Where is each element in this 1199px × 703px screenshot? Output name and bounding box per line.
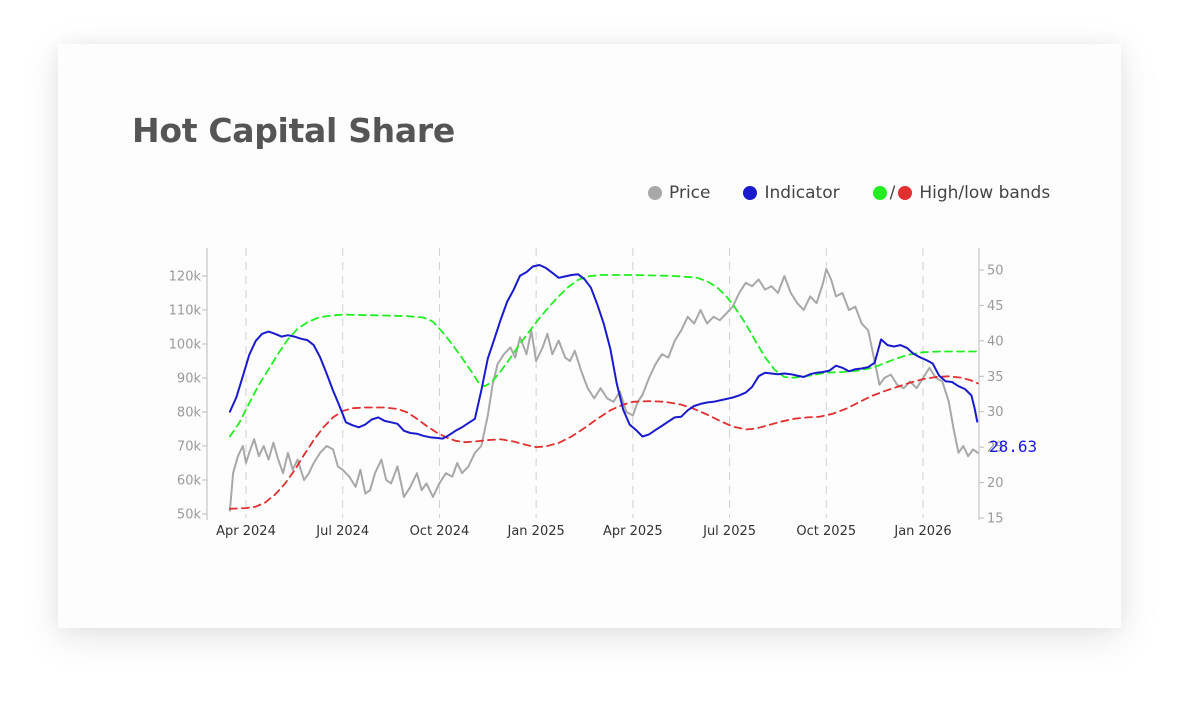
y-right-tick-label: 40 [987,334,1004,349]
legend-bands-separator: / [889,183,896,203]
y-right-tick-label: 15 [987,512,1004,527]
legend-label-indicator: Indicator [764,183,840,203]
legend-item-price[interactable]: Price [648,183,710,203]
chart-legend: Price Indicator / High/low bands [648,181,1050,205]
y-right-tick-label: 30 [987,405,1004,420]
x-tick-label: Apr 2024 [216,524,276,539]
high-band-dot-icon [872,186,887,200]
indicator-last-value-label: 28.63 [989,437,1037,456]
y-right-tick-label: 50 [987,264,1004,279]
x-tick-label: Jul 2024 [315,524,369,539]
y-left-tick-label: 60k [177,474,202,489]
y-left-tick-label: 70k [177,440,202,455]
indicator-line [228,264,979,440]
x-tick-label: Jul 2025 [702,524,756,539]
price-line [228,268,979,512]
legend-item-indicator[interactable]: Indicator [743,183,840,203]
x-tick-label: Oct 2025 [796,524,856,539]
y-right-tick-label: 20 [987,476,1004,491]
y-left-tick-label: 100k [169,338,202,353]
x-tick-label: Oct 2024 [410,524,470,539]
indicator-dot-icon [743,186,758,200]
price-dot-icon [648,186,662,200]
low-band-dot-icon [898,186,913,200]
x-tick-label: Jan 2025 [507,524,565,539]
low-band-line [228,375,979,510]
chart-title: Hot Capital Share [132,111,455,150]
x-tick-label: Jan 2026 [893,524,951,539]
legend-item-bands[interactable]: / High/low bands [872,183,1051,203]
x-tick-label: Apr 2025 [603,524,663,539]
chart-card [58,44,1121,628]
y-left-tick-label: 120k [169,270,202,285]
y-right-tick-label: 25 [987,441,1004,456]
legend-label-bands: High/low bands [919,183,1051,203]
y-left-tick-label: 50k [177,508,202,523]
y-right-tick-label: 45 [987,299,1004,314]
y-left-tick-label: 80k [177,406,202,421]
y-right-tick-label: 35 [987,370,1004,385]
legend-label-price: Price [669,183,711,203]
high-band-line [228,274,979,438]
y-left-tick-label: 110k [169,304,202,319]
y-left-tick-label: 90k [177,372,202,387]
